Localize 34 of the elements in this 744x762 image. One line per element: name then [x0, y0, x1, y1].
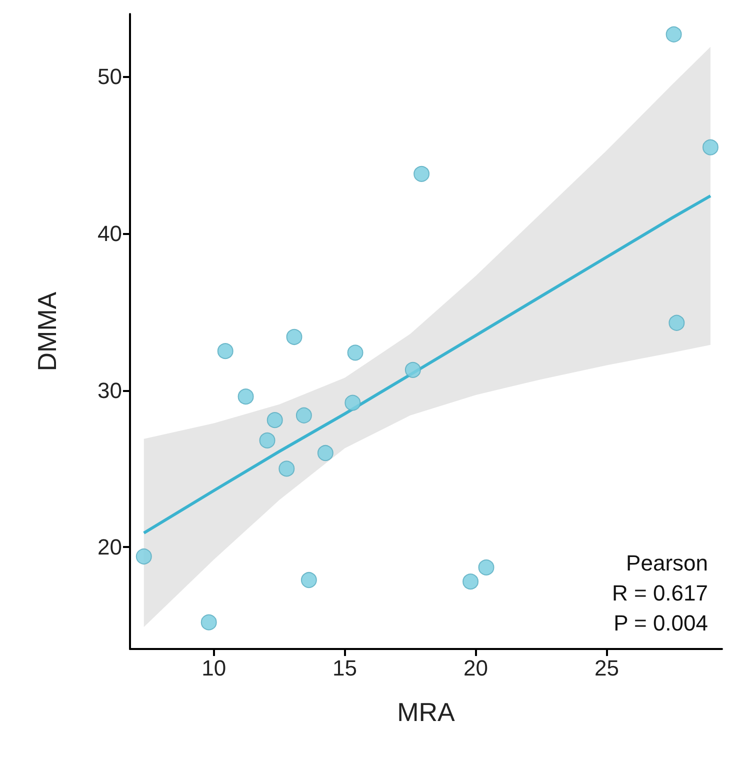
- point: [668, 314, 685, 331]
- point: [666, 26, 682, 42]
- x-tick-label: 15: [332, 656, 358, 680]
- annotation: Pearson: [626, 550, 708, 576]
- annotation: P = 0.004: [614, 610, 708, 636]
- point: [344, 394, 361, 411]
- y-tick-label: 40: [98, 221, 122, 246]
- y-tick-label: 50: [98, 64, 122, 90]
- x-tick-label: 20: [464, 656, 488, 680]
- x-tick-label: 10: [202, 656, 226, 680]
- point: [414, 166, 430, 182]
- annotation: R = 0.617: [612, 580, 708, 606]
- y-tick-label: 30: [98, 378, 122, 403]
- point: [702, 139, 718, 156]
- y-tick-label: 20: [98, 534, 122, 560]
- line-series: [142, 194, 712, 534]
- point: [238, 388, 254, 405]
- point: [259, 432, 276, 448]
- point: [217, 343, 234, 360]
- x-axis-title: MRA: [397, 697, 456, 727]
- point: [266, 412, 283, 428]
- point: [278, 460, 295, 477]
- point: [404, 362, 421, 378]
- point: [200, 614, 217, 630]
- point: [462, 574, 479, 590]
- y-axis-title: DMMA: [32, 291, 62, 372]
- x-tick-label: 25: [594, 656, 619, 680]
- point: [300, 572, 317, 588]
- point: [317, 445, 334, 462]
- point: [296, 407, 312, 424]
- point: [478, 559, 494, 576]
- point: [347, 344, 364, 361]
- point: [136, 548, 152, 564]
- point: [286, 328, 302, 345]
